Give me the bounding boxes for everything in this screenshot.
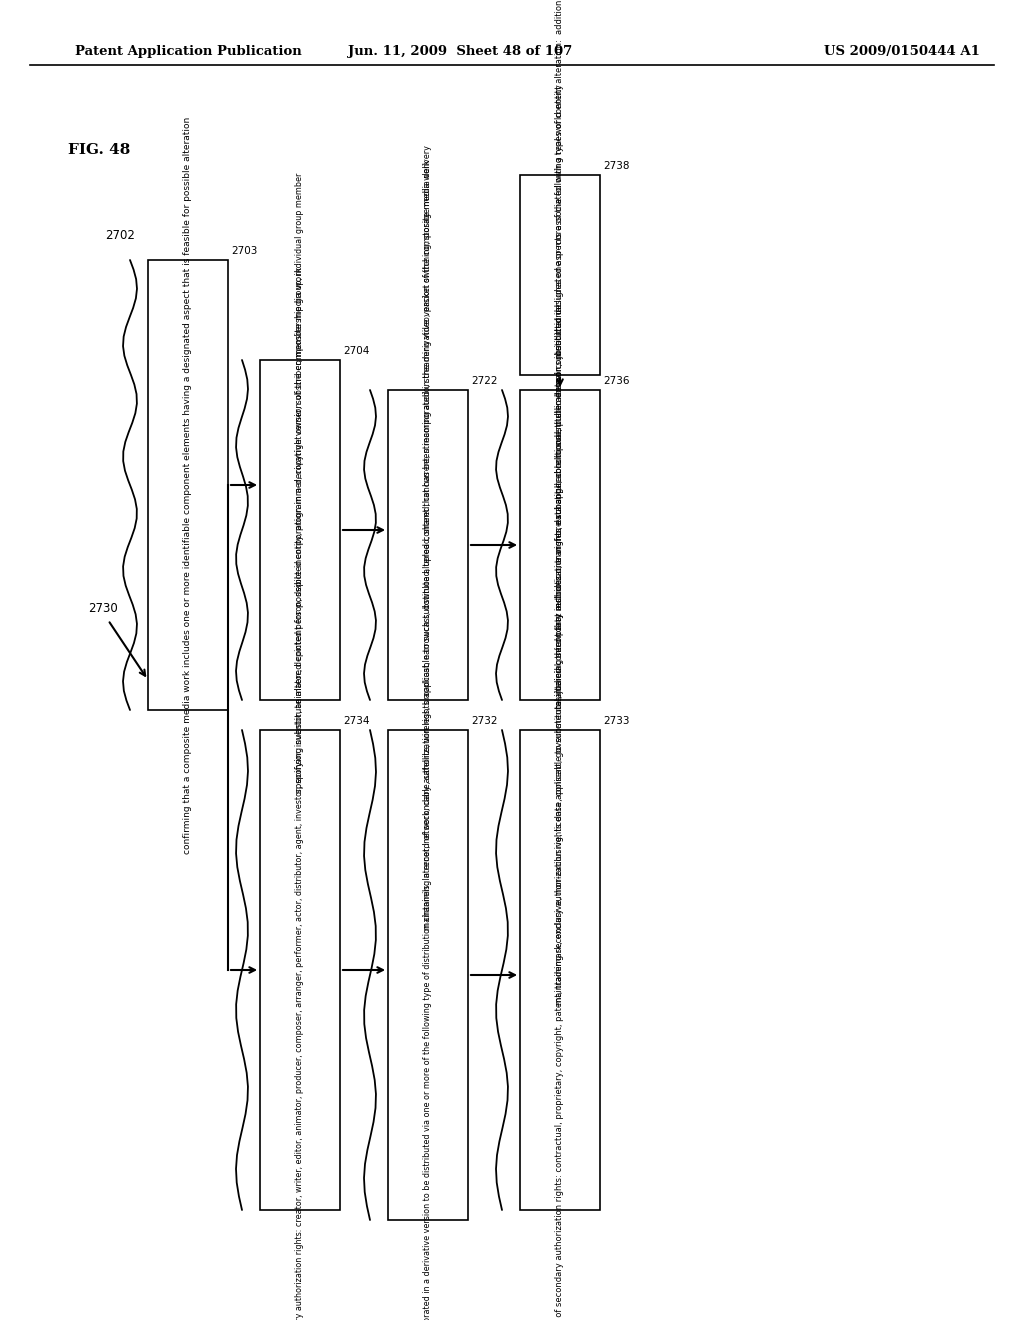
Text: 2702: 2702 bbox=[105, 228, 135, 242]
Text: 2733: 2733 bbox=[603, 715, 630, 726]
Text: Jun. 11, 2009  Sheet 48 of 107: Jun. 11, 2009 Sheet 48 of 107 bbox=[348, 45, 572, 58]
Text: FIG. 48: FIG. 48 bbox=[68, 143, 130, 157]
Bar bbox=[260, 360, 340, 700]
Text: specifying substitute altered content for possible incorporation in a derivative: specifying substitute altered content fo… bbox=[296, 267, 304, 793]
Text: confirming that a composite media work includes one or more identifiable compone: confirming that a composite media work i… bbox=[183, 116, 193, 854]
Bar bbox=[520, 176, 600, 375]
Bar bbox=[388, 389, 468, 700]
Text: maintaining secondary authorization rights data applicable to substitute altered: maintaining secondary authorization righ… bbox=[555, 84, 564, 1006]
Text: maintaining a record of secondary authorization rights applicable to such substi: maintaining a record of secondary author… bbox=[424, 160, 432, 931]
Bar bbox=[520, 730, 600, 1210]
Text: 2703: 2703 bbox=[231, 246, 257, 256]
Text: 2704: 2704 bbox=[343, 346, 370, 356]
Text: 2736: 2736 bbox=[603, 376, 630, 385]
Bar bbox=[388, 730, 468, 1220]
Text: 2730: 2730 bbox=[88, 602, 118, 615]
Bar bbox=[260, 730, 340, 1210]
Text: maintaining secondary authorization rights data applicable to substitute altered: maintaining secondary authorization righ… bbox=[555, 0, 564, 709]
Text: maintaining informational data regarding one or more of the following type of se: maintaining informational data regarding… bbox=[555, 304, 564, 1320]
Text: 2732: 2732 bbox=[471, 715, 498, 726]
Text: 2722: 2722 bbox=[471, 376, 498, 385]
Text: maintaining informational data regarding one or more of the following type of pe: maintaining informational data regarding… bbox=[296, 173, 304, 1320]
Bar bbox=[520, 389, 600, 700]
Text: US 2009/0150444 A1: US 2009/0150444 A1 bbox=[824, 45, 980, 58]
Bar bbox=[148, 260, 228, 710]
Text: 2738: 2738 bbox=[603, 161, 630, 172]
Text: Patent Application Publication: Patent Application Publication bbox=[75, 45, 302, 58]
Text: 2734: 2734 bbox=[343, 715, 370, 726]
Text: maintaining informational data regarding secondary authorization rights applicab: maintaining informational data regarding… bbox=[424, 145, 432, 1320]
